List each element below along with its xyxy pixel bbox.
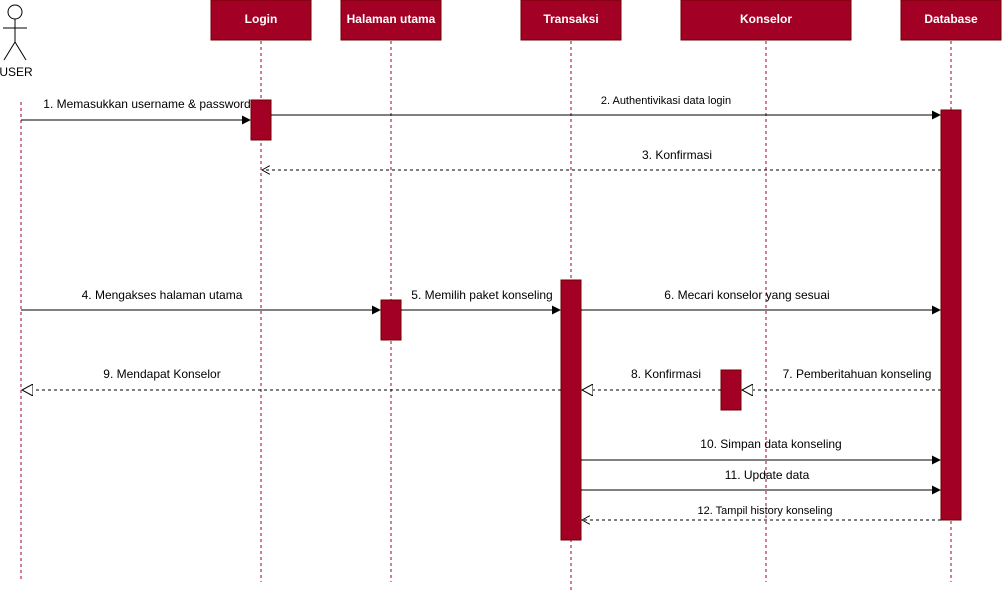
message-5: 5. Memilih paket konseling xyxy=(401,288,561,315)
participant-transaksi-box xyxy=(520,0,622,41)
message-6-label: 6. Mecari konselor yang sesuai xyxy=(664,288,829,302)
activation-halaman-utama xyxy=(380,299,402,341)
message-12: 12. Tampil history konseling xyxy=(582,505,941,520)
participant-transaksi[interactable]: Transaksi xyxy=(520,0,622,41)
message-7-label: 7. Pemberitahuan konseling xyxy=(783,367,932,381)
message-1-label: 1. Memasukkan username & password xyxy=(43,97,250,111)
participant-halaman-utama-label: Halaman utama xyxy=(347,12,436,26)
message-8: 8. Konfirmasi xyxy=(582,367,721,390)
message-4-label: 4. Mengakses halaman utama xyxy=(82,288,243,302)
actor-left-leg xyxy=(3,41,16,61)
actor-right-leg xyxy=(14,41,27,61)
participant-halaman-utama-box xyxy=(340,0,442,41)
activation-konselor xyxy=(720,369,742,411)
message-1: 1. Memasukkan username & password xyxy=(21,97,251,125)
message-11: 11. Update data xyxy=(581,468,941,495)
actor-user: USER xyxy=(0,4,33,79)
participant-transaksi-label: Transaksi xyxy=(543,12,598,26)
message-3: 3. Konfirmasi xyxy=(262,148,941,170)
message-3-label: 3. Konfirmasi xyxy=(642,148,712,162)
message-6: 6. Mecari konselor yang sesuai xyxy=(581,288,941,315)
message-9-label: 9. Mendapat Konselor xyxy=(103,367,220,381)
participant-database-box xyxy=(900,0,1002,41)
participant-halaman-utama[interactable]: Halaman utama xyxy=(340,0,442,41)
participant-database-label: Database xyxy=(924,12,978,26)
participant-konselor-box xyxy=(680,0,852,41)
message-8-label: 8. Konfirmasi xyxy=(631,367,701,381)
participant-login-label: Login xyxy=(245,12,278,26)
activation-login xyxy=(250,99,272,141)
participant-konselor-label: Konselor xyxy=(740,12,792,26)
activation-database xyxy=(940,109,962,521)
message-7: 7. Pemberitahuan konseling xyxy=(742,367,941,390)
message-9: 9. Mendapat Konselor xyxy=(22,367,561,390)
participant-konselor[interactable]: Konselor xyxy=(680,0,852,41)
actor-label: USER xyxy=(0,65,33,79)
message-5-label: 5. Memilih paket konseling xyxy=(411,288,552,302)
message-2-label: 2. Authentivikasi data login xyxy=(601,95,731,107)
message-11-label: 11. Update data xyxy=(725,468,810,482)
message-2: 2. Authentivikasi data login xyxy=(271,95,941,120)
actor-head xyxy=(7,4,23,20)
activation-transaksi xyxy=(560,279,582,541)
participant-login[interactable]: Login xyxy=(210,0,312,41)
participant-login-box xyxy=(210,0,312,41)
message-10: 10. Simpan data konseling xyxy=(581,437,941,465)
message-10-label: 10. Simpan data konseling xyxy=(700,437,841,451)
message-4: 4. Mengakses halaman utama xyxy=(21,288,381,315)
participant-database[interactable]: Database xyxy=(900,0,1002,41)
message-12-label: 12. Tampil history konseling xyxy=(698,505,833,517)
